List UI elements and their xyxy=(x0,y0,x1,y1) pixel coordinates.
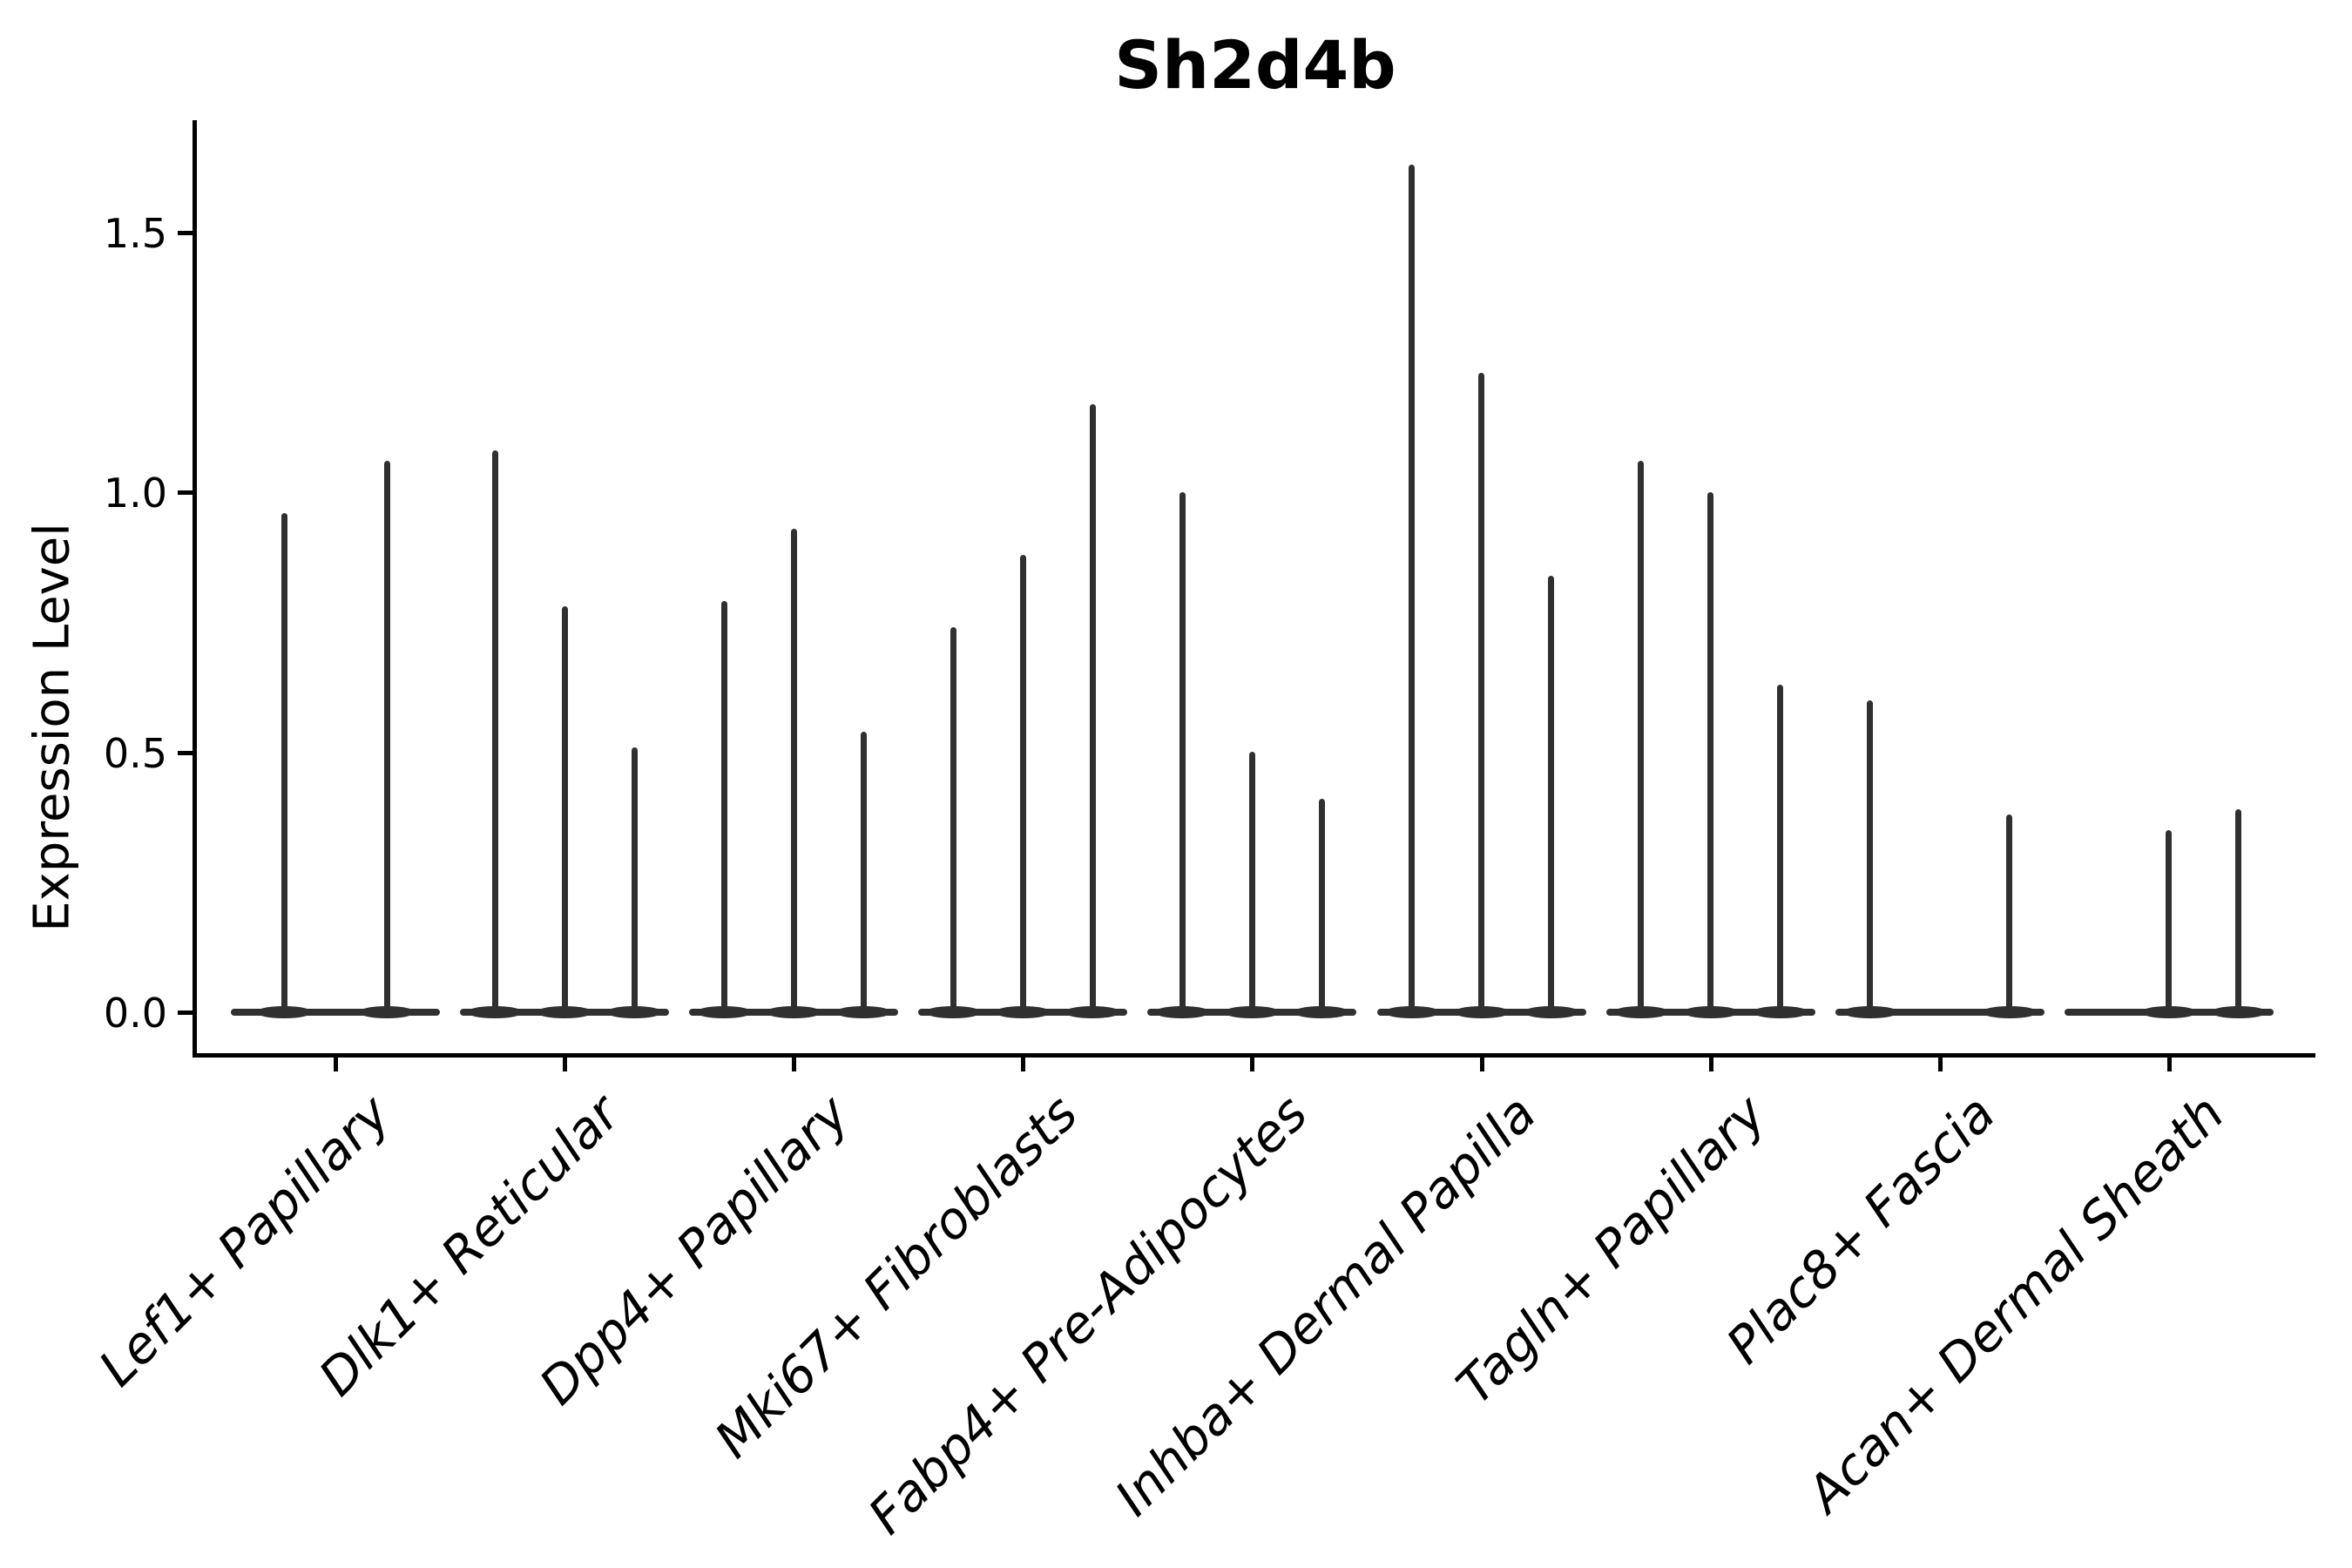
violin-baseline xyxy=(1835,1009,2044,1016)
violin-max-spike xyxy=(1248,752,1255,1012)
violin-max-spike xyxy=(860,732,867,1012)
violin-body-bulge xyxy=(467,1006,524,1018)
y-tick-label: 0.0 xyxy=(103,989,167,1037)
violin-max-spike xyxy=(1478,373,1484,1012)
violin-body-bulge xyxy=(1682,1006,1739,1018)
x-tick-mark xyxy=(792,1058,797,1071)
x-axis-spine xyxy=(193,1053,2315,1058)
violin-max-spike xyxy=(950,627,956,1012)
x-tick-mark xyxy=(1021,1058,1026,1071)
plot-title: Sh2d4b xyxy=(1114,26,1396,104)
violin-baseline xyxy=(231,1009,440,1016)
y-axis-spine xyxy=(193,120,197,1058)
y-tick-label: 1.0 xyxy=(103,469,167,517)
violin-max-spike xyxy=(1409,165,1415,1012)
x-tick-label: Fabp4+ Pre-Adipocytes xyxy=(856,1084,1319,1546)
violin-body-bulge xyxy=(1224,1006,1281,1018)
violin-body-bulge xyxy=(1453,1006,1510,1018)
violin-body-bulge xyxy=(1294,1006,1350,1018)
x-tick-mark xyxy=(2166,1058,2172,1071)
violin-max-spike xyxy=(2235,809,2242,1012)
violin-body-bulge xyxy=(1752,1006,1808,1018)
violin-body-bulge xyxy=(835,1006,892,1018)
violin-max-spike xyxy=(383,461,390,1012)
x-tick-mark xyxy=(334,1058,338,1071)
violin-max-spike xyxy=(1318,799,1325,1012)
violin-body-bulge xyxy=(696,1006,753,1018)
violin-body-bulge xyxy=(1383,1006,1440,1018)
y-tick-mark xyxy=(178,750,193,755)
x-tick-mark xyxy=(1479,1058,1484,1071)
violin-max-spike xyxy=(1019,555,1026,1012)
violin-max-spike xyxy=(1707,492,1714,1012)
violin-max-spike xyxy=(720,601,727,1012)
violin-body-bulge xyxy=(256,1006,312,1018)
violin-body-bulge xyxy=(925,1006,982,1018)
x-tick-mark xyxy=(1250,1058,1255,1071)
y-tick-label: 1.5 xyxy=(103,209,167,257)
violin-body-bulge xyxy=(1842,1006,1898,1018)
violin-max-spike xyxy=(1089,404,1096,1012)
violin-max-spike xyxy=(790,529,797,1012)
y-axis-label: Expression Level xyxy=(24,523,81,932)
y-tick-mark xyxy=(178,1010,193,1015)
violin-body-bulge xyxy=(359,1006,415,1018)
y-tick-mark xyxy=(178,230,193,235)
x-tick-label: Inhba+ Dermal Papilla xyxy=(1104,1084,1548,1528)
violin-max-spike xyxy=(280,513,287,1012)
x-tick-mark xyxy=(563,1058,568,1071)
violin-max-spike xyxy=(1638,461,1645,1012)
violin-max-spike xyxy=(631,747,638,1012)
violin-max-spike xyxy=(2166,830,2173,1012)
violin-body-bulge xyxy=(995,1006,1051,1018)
violin-body-bulge xyxy=(2140,1006,2197,1018)
violin-max-spike xyxy=(561,606,568,1012)
violin-body-bulge xyxy=(766,1006,822,1018)
violin-max-spike xyxy=(1179,492,1186,1012)
x-tick-label: Acan+ Dermal Sheath xyxy=(1795,1084,2235,1524)
violin-body-bulge xyxy=(1612,1006,1669,1018)
y-tick-label: 0.5 xyxy=(103,729,167,777)
violin-body-bulge xyxy=(1523,1006,1579,1018)
violin-max-spike xyxy=(1867,700,1874,1012)
violin-body-bulge xyxy=(1981,1006,2038,1018)
y-tick-mark xyxy=(178,490,193,495)
violin-body-bulge xyxy=(1064,1006,1121,1018)
violin-max-spike xyxy=(1548,576,1554,1012)
x-tick-mark xyxy=(1708,1058,1713,1071)
violin-body-bulge xyxy=(2210,1006,2267,1018)
violin-max-spike xyxy=(491,450,498,1012)
violin-max-spike xyxy=(1777,685,1784,1012)
violin-body-bulge xyxy=(1154,1006,1211,1018)
violin-body-bulge xyxy=(537,1006,593,1018)
violin-max-spike xyxy=(2006,814,2013,1012)
x-tick-mark xyxy=(1937,1058,1943,1071)
violin-body-bulge xyxy=(606,1006,663,1018)
